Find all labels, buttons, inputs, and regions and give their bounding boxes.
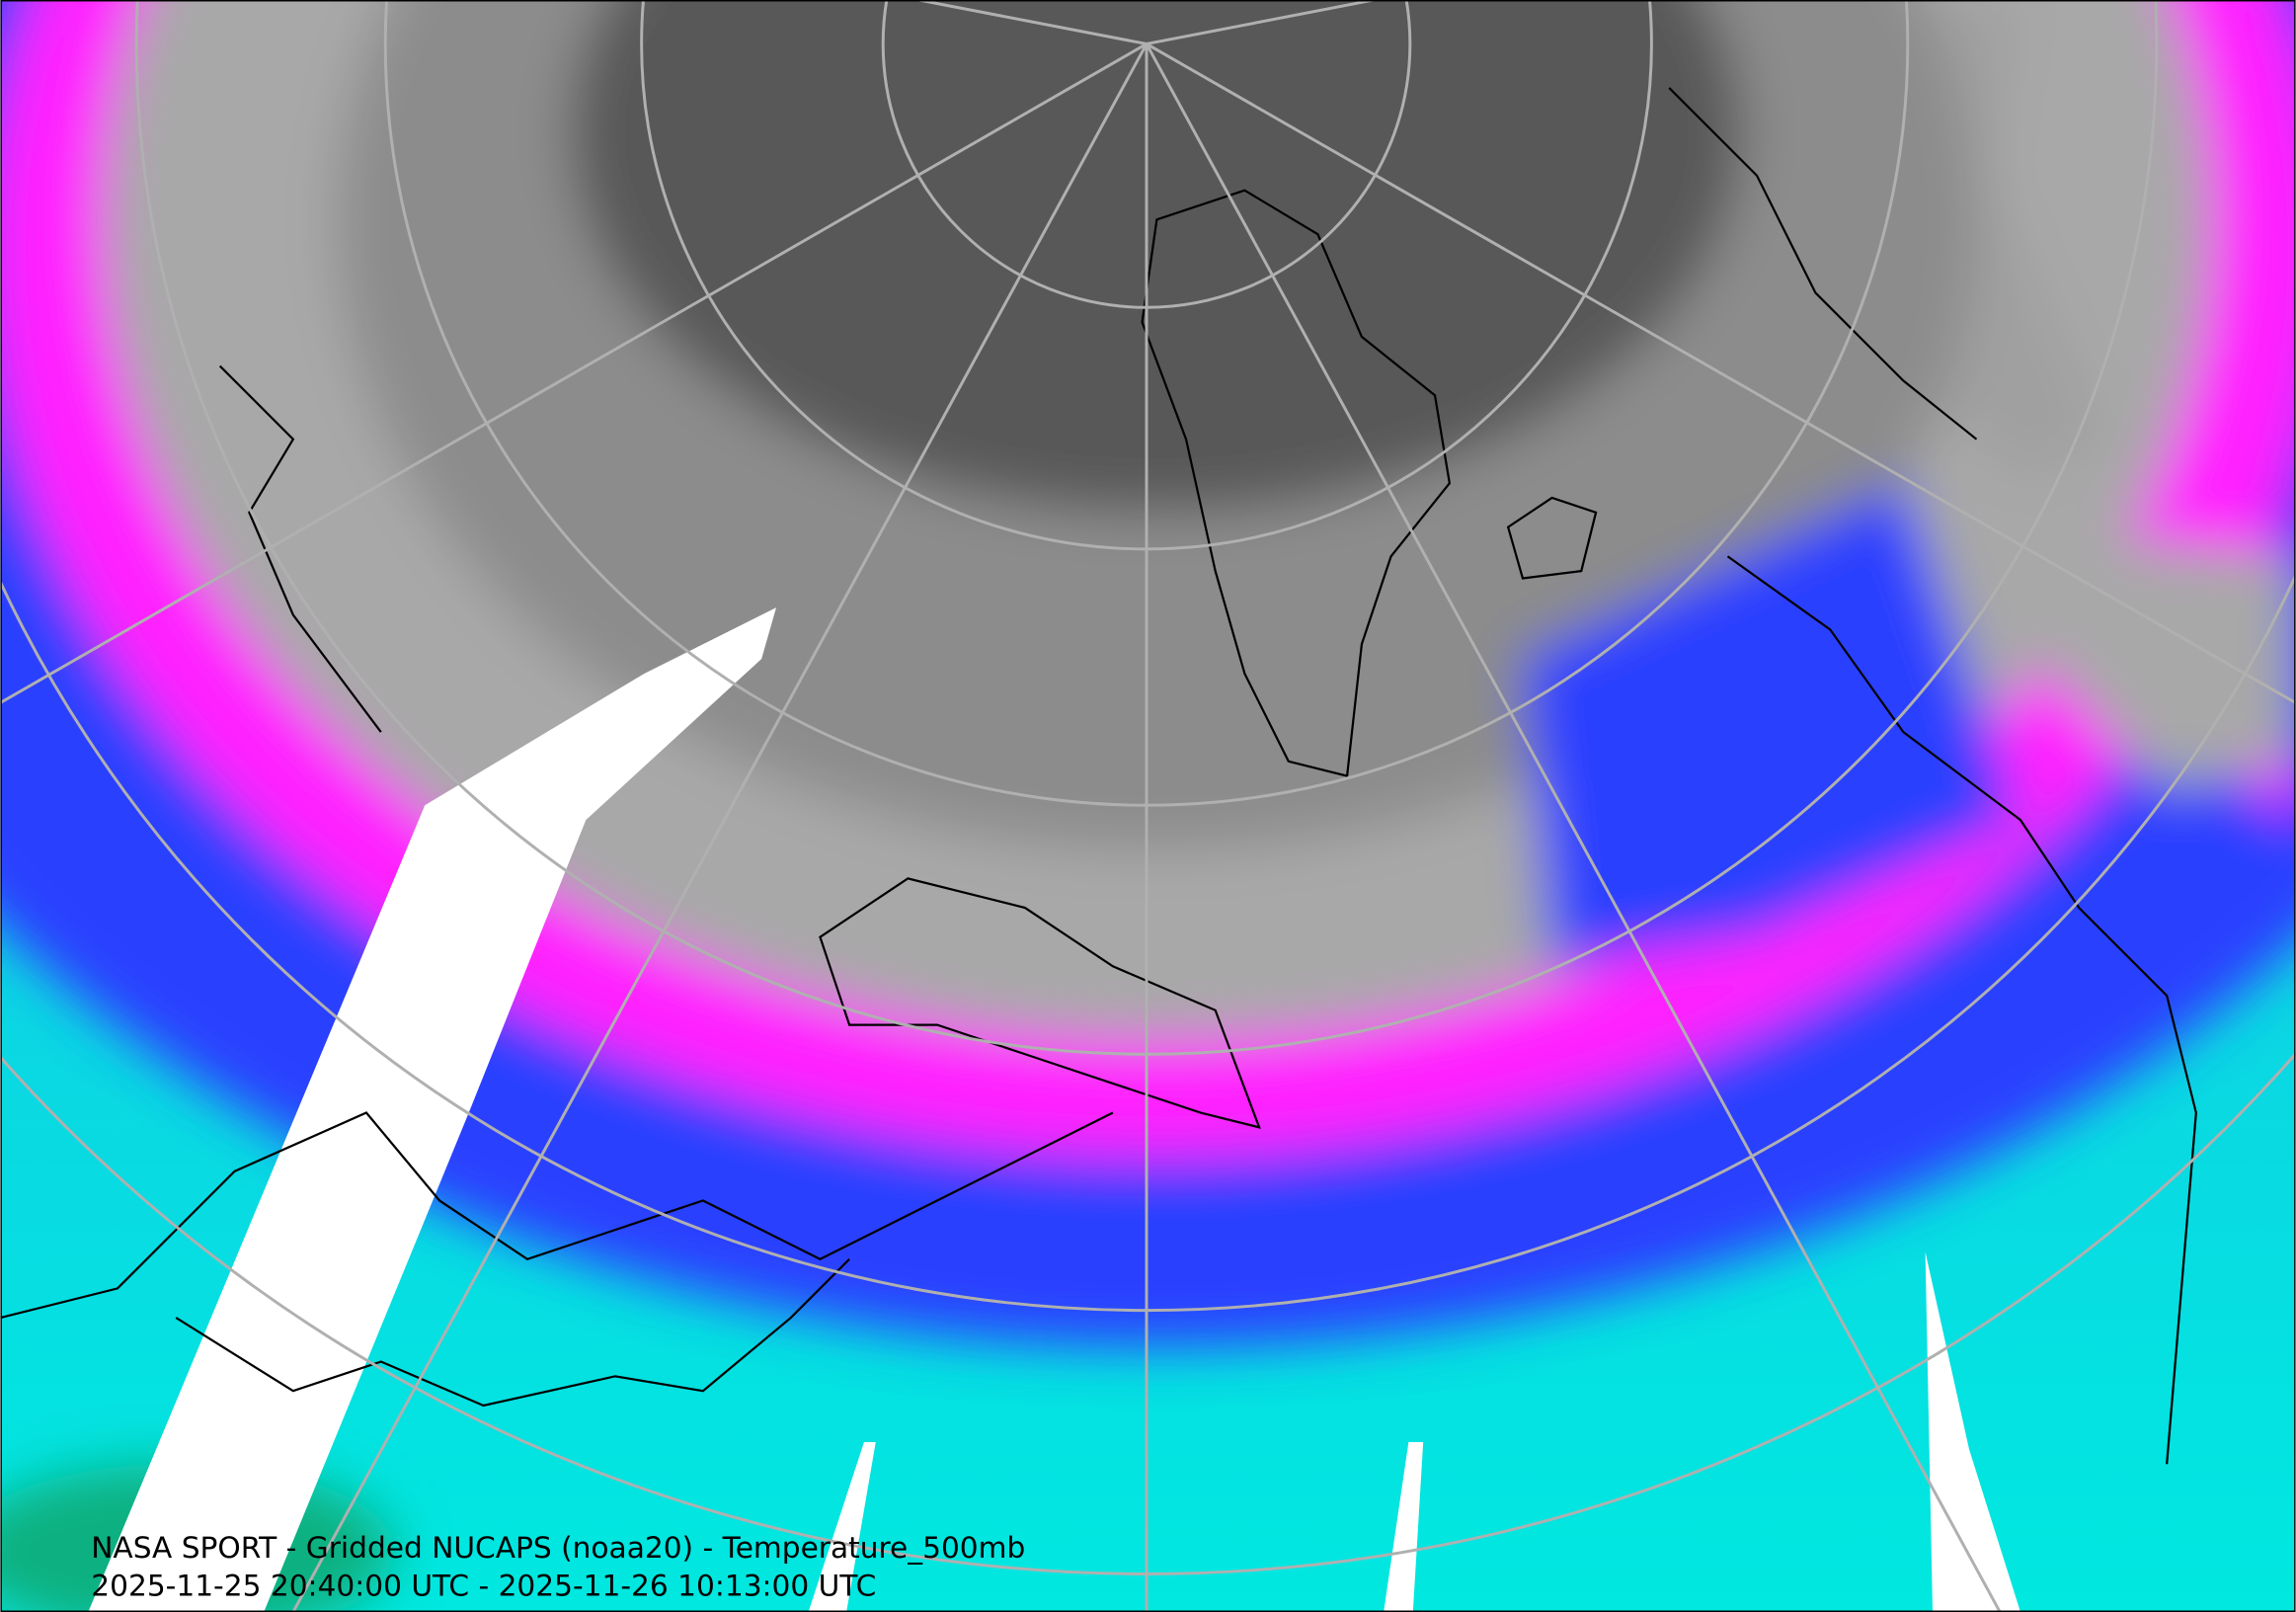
map-title: NASA SPORT - Gridded NUCAPS (noaa20) - T… [91,1530,1025,1565]
no-data-swath [88,607,2020,1612]
time-range: 2025-11-25 20:40:00 UTC - 2025-11-26 10:… [91,1569,876,1603]
coastline [0,87,2197,1465]
